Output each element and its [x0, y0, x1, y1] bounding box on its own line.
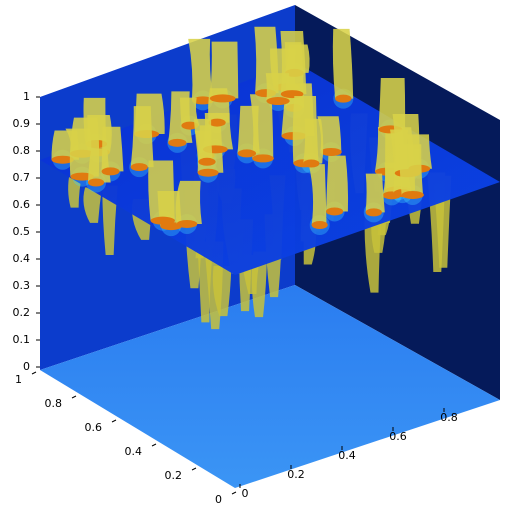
isosurface-cut — [88, 178, 104, 186]
x-tick-label: 0.8 — [440, 411, 458, 424]
x-tick-label: 0 — [242, 487, 249, 500]
isosurface-cut — [326, 207, 343, 215]
isosurface-cut — [312, 221, 328, 229]
isosurface — [303, 119, 323, 164]
isosurface-cut — [102, 167, 120, 175]
isosurface — [280, 31, 306, 94]
y-tick — [152, 444, 156, 446]
isosurface-cut — [238, 149, 256, 157]
isosurface-cut — [210, 94, 236, 102]
z-tick-label: 0 — [23, 360, 30, 373]
y-tick-label: 0.8 — [45, 397, 63, 410]
y-tick-label: 0 — [215, 493, 222, 506]
isosurface — [102, 127, 124, 172]
isosurface-cut — [168, 139, 186, 147]
z-tick-label: 0.3 — [13, 279, 31, 292]
isosurface — [399, 144, 423, 195]
isosurface — [366, 174, 385, 213]
isosurface-cut — [366, 208, 382, 216]
z-tick-label: 0.2 — [13, 306, 31, 319]
isosurface — [333, 29, 353, 99]
isosurface-cut — [266, 97, 289, 105]
x-tick-label: 0.6 — [389, 430, 407, 443]
z-tick-label: 0.9 — [13, 117, 31, 130]
isosurface-cut — [198, 158, 215, 166]
y-tick — [232, 492, 236, 494]
y-tick — [192, 468, 196, 470]
isosurface — [148, 161, 174, 221]
isosurface-cut — [402, 191, 424, 199]
isosurface-cut — [320, 148, 341, 156]
isosurface-cut — [335, 95, 351, 103]
z-tick-label: 0.1 — [13, 333, 31, 346]
isosurface-cut — [131, 163, 148, 171]
isosurface-cut — [198, 169, 219, 177]
z-tick-label: 0.5 — [13, 225, 31, 238]
isosurface — [131, 106, 154, 167]
y-tick — [112, 420, 116, 422]
isosurface — [326, 156, 348, 212]
isosurface-cut — [151, 217, 175, 225]
x-tick-label: 0.2 — [287, 468, 305, 481]
y-tick — [72, 396, 76, 398]
figure: 00.10.20.30.40.50.60.70.80.9100.20.40.60… — [0, 0, 508, 507]
isosurface — [238, 106, 260, 153]
z-tick-label: 0.6 — [13, 198, 31, 211]
z-tick-label: 1 — [23, 90, 30, 103]
z-tick-label: 0.8 — [13, 144, 31, 157]
x-tick-label: 0.4 — [338, 449, 356, 462]
z-tick-label: 0.7 — [13, 171, 31, 184]
y-tick — [32, 372, 36, 374]
isosurface-cut — [303, 160, 319, 168]
isosurface-cut — [252, 154, 274, 162]
y-tick-label: 0.4 — [125, 445, 143, 458]
y-tick-label: 0.2 — [165, 469, 183, 482]
y-tick-label: 1 — [15, 373, 22, 386]
isosurface-cut — [177, 220, 198, 228]
isosurface — [176, 181, 202, 224]
y-tick-label: 0.6 — [85, 421, 103, 434]
z-tick-label: 0.4 — [13, 252, 31, 265]
isosurface — [210, 42, 238, 99]
